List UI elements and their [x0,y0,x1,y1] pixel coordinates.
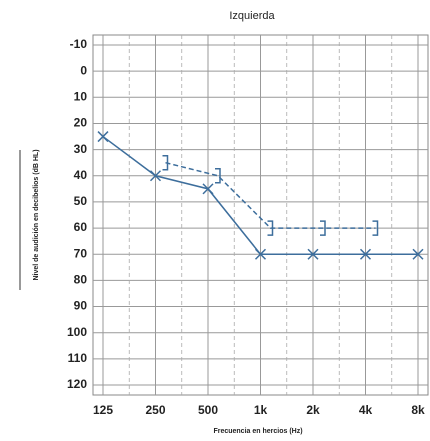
series-line [165,161,376,229]
y-tick-label: 0 [80,63,87,77]
marker [412,248,424,260]
x-tick-label: 2k [306,403,320,417]
marker [267,220,274,236]
marker [372,220,379,236]
marker [320,220,326,236]
marker [307,248,319,260]
y-tick-label: 110 [68,351,88,365]
y-tick-label: 50 [74,194,88,208]
marker [97,131,109,143]
marker [215,168,221,184]
y-tick-label: 70 [74,246,88,260]
marker [162,154,169,171]
x-tick-label: 8k [411,403,425,417]
marker [359,248,372,260]
x-tick-label: 1k [254,403,268,417]
x-tick-label: 250 [145,403,165,417]
y-tick-label: 30 [74,142,88,156]
y-tick-label: 20 [74,116,88,130]
y-tick-label: 10 [74,89,88,103]
x-tick-label: 500 [198,403,218,417]
marker [254,248,267,260]
chart-title: Izquierda [229,10,275,22]
y-tick-label: 100 [67,325,87,339]
y-tick-label: 60 [74,220,88,234]
x-axis-label: Frecuencia en hercios (Hz) [213,428,302,435]
y-tick-label: 120 [67,377,87,391]
y-tick-label: 90 [74,299,88,313]
y-tick-label: -10 [70,37,88,51]
x-tick-label: 125 [93,403,113,417]
y-axis-label: Nivel de audición en decibelios (dB HL) [33,149,40,280]
marker [149,170,162,182]
marker [202,183,214,195]
y-tick-label: 40 [74,168,88,182]
y-tick-label: 80 [74,273,88,287]
x-tick-label: 4k [359,403,373,417]
